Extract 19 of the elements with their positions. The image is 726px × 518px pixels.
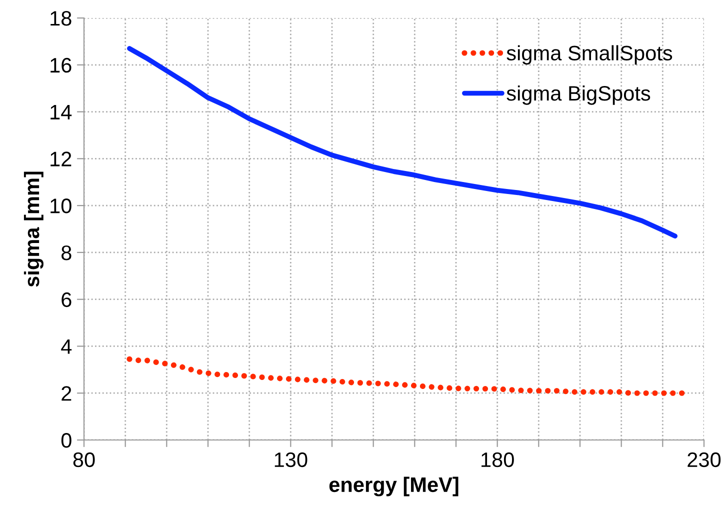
y-tick-label: 16: [50, 58, 72, 73]
x-axis-title: energy [MeV]: [329, 476, 458, 496]
legend-label: sigma SmallSpots: [506, 45, 672, 65]
y-axis-title: sigma [mm]: [24, 172, 44, 287]
x-tick-label: 230: [688, 452, 721, 468]
y-tick-label: 6: [62, 292, 72, 308]
x-tick-label: 80: [73, 452, 95, 468]
y-tick-label: 2: [62, 386, 72, 401]
line-series: [127, 46, 678, 238]
y-tick-label: 14: [50, 104, 72, 120]
y-tick-label: 0: [61, 433, 72, 448]
x-tick-label: 130: [274, 452, 308, 468]
y-tick-label: 4: [61, 339, 72, 354]
y-tick-label: 10: [50, 198, 72, 214]
y-tick-label: 18: [50, 11, 72, 26]
y-tick-label: 8: [62, 245, 72, 260]
x-tick-label: 180: [482, 452, 514, 468]
y-tick-label: 12: [50, 152, 72, 166]
legend-label: sigma BigSpots: [506, 85, 650, 105]
